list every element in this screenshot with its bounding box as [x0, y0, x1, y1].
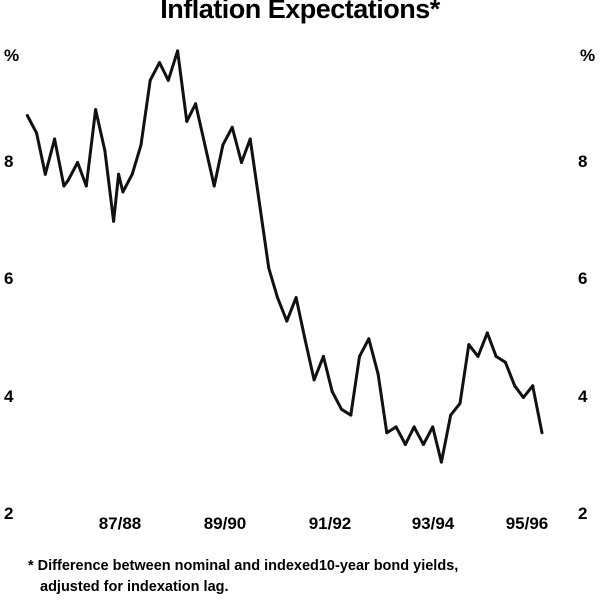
data-point	[358, 354, 361, 358]
data-point	[166, 78, 170, 82]
footnote-line-2: adjusted for indexation lag.	[40, 579, 229, 595]
data-point	[421, 443, 425, 446]
data-point	[84, 184, 88, 188]
data-point	[449, 413, 453, 417]
data-point	[513, 384, 517, 388]
data-point	[458, 401, 462, 405]
data-point	[62, 184, 66, 188]
y-tick-label-left: 8	[4, 151, 14, 171]
y-axis-unit-right: %	[580, 46, 596, 65]
data-point	[330, 390, 334, 394]
data-point	[158, 61, 161, 65]
y-tick-label-right: 2	[578, 504, 588, 523]
y-axis-unit-left: %	[4, 46, 20, 65]
chart-title: Inflation Expectations*	[160, 0, 440, 24]
y-tick-label-left: 6	[4, 269, 14, 288]
data-point	[294, 296, 298, 300]
y-tick-label-right: 4	[578, 386, 588, 406]
data-point	[467, 343, 471, 347]
data-point	[25, 114, 29, 117]
y-tick-label-left: 4	[4, 386, 14, 406]
data-point	[367, 337, 371, 341]
data-point	[35, 131, 39, 135]
footnote-line-1: * Difference between nominal and indexed…	[28, 558, 459, 574]
data-point	[176, 49, 180, 53]
data-point	[531, 384, 535, 388]
data-point	[121, 190, 125, 194]
data-point	[185, 119, 189, 123]
y-tick-label-left: 2	[4, 504, 14, 523]
data-point	[376, 372, 380, 376]
x-tick-label: 89/90	[203, 514, 247, 533]
data-point	[385, 431, 389, 435]
x-tick-label: 93/94	[411, 514, 455, 533]
data-point	[439, 460, 443, 464]
data-point	[403, 443, 407, 446]
x-tick-label: 95/96	[505, 514, 549, 533]
data-point	[412, 425, 416, 429]
data-point	[240, 161, 243, 164]
data-point	[221, 143, 225, 147]
data-point	[212, 184, 216, 188]
data-point	[494, 354, 498, 358]
data-point	[130, 172, 134, 176]
data-point	[276, 296, 279, 300]
data-point	[540, 431, 544, 435]
data-point	[112, 219, 116, 223]
data-point	[117, 172, 121, 176]
data-point	[394, 425, 398, 429]
y-tick-label-right: 8	[578, 151, 588, 171]
data-point	[485, 331, 489, 335]
data-point	[340, 407, 343, 411]
x-tick-label: 87/88	[98, 514, 142, 533]
data-point	[94, 108, 98, 112]
data-point	[267, 266, 271, 270]
data-point	[285, 319, 289, 323]
data-point	[248, 137, 252, 141]
data-point	[203, 143, 207, 147]
data-point	[312, 378, 316, 382]
footnote: * Difference between nominal and indexed…	[28, 556, 588, 598]
data-point	[303, 337, 307, 341]
x-tick-label: 91/92	[308, 514, 352, 533]
data-point	[321, 354, 325, 358]
y-tick-label-right: 6	[578, 269, 588, 288]
data-point	[476, 354, 480, 358]
data-point	[103, 149, 107, 153]
data-point	[66, 178, 70, 182]
data-point	[194, 102, 198, 106]
data-point	[148, 78, 152, 82]
data-point	[431, 425, 435, 429]
series-line-0	[25, 49, 544, 464]
data-point	[139, 143, 143, 147]
data-point	[349, 413, 353, 417]
data-point	[521, 396, 525, 399]
data-point	[230, 125, 234, 129]
data-point	[258, 202, 261, 206]
data-point	[76, 161, 80, 164]
data-point	[53, 137, 57, 141]
data-point	[43, 172, 47, 176]
data-point	[503, 360, 507, 364]
